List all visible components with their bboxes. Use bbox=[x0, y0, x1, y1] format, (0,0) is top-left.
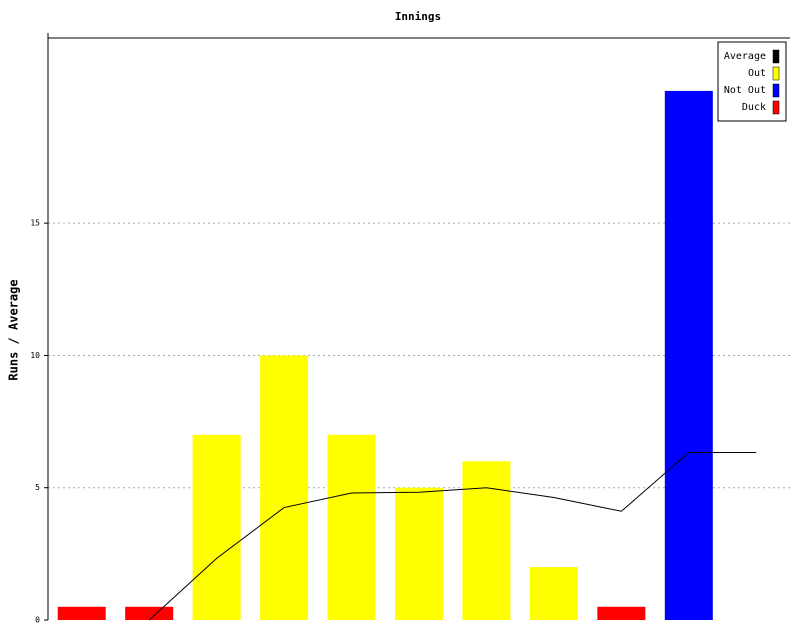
bar bbox=[327, 434, 376, 620]
legend-swatch bbox=[772, 83, 780, 98]
y-tick-label: 5 bbox=[35, 483, 40, 492]
bar bbox=[664, 90, 713, 621]
bar bbox=[260, 355, 309, 620]
y-tick-label: 15 bbox=[30, 219, 40, 228]
bar bbox=[395, 487, 443, 620]
bar bbox=[462, 461, 511, 620]
legend-swatch bbox=[772, 100, 780, 115]
bar bbox=[597, 606, 646, 620]
legend-label: Out bbox=[748, 68, 766, 79]
y-tick-label: 0 bbox=[35, 616, 40, 625]
bar bbox=[529, 567, 578, 620]
legend-swatch bbox=[772, 66, 780, 81]
average-line bbox=[148, 452, 757, 621]
bar bbox=[125, 606, 174, 620]
bar bbox=[57, 606, 106, 620]
legend-swatch bbox=[772, 49, 780, 64]
y-axis-label: Runs / Average bbox=[7, 279, 21, 380]
chart-title: Innings bbox=[395, 10, 441, 23]
legend-label: Average bbox=[724, 51, 766, 62]
legend-label: Not Out bbox=[724, 85, 766, 96]
y-tick-label: 10 bbox=[30, 351, 40, 360]
bar bbox=[192, 434, 241, 620]
legend-label: Duck bbox=[742, 102, 766, 113]
